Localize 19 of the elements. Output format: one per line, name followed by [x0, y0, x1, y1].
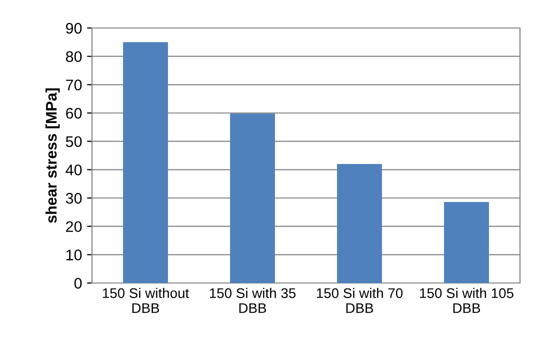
y-axis-title: shear stress [MPa]: [45, 88, 60, 223]
y-tick-label: 60: [66, 108, 82, 119]
y-tick-label: 40: [66, 164, 82, 176]
x-tick-label: 150 Si without DBB: [102, 288, 190, 313]
bar: [123, 42, 168, 283]
bar: [337, 164, 382, 283]
y-tick-label: 90: [66, 22, 82, 34]
bar: [230, 114, 275, 283]
y-tick-label: 70: [66, 80, 82, 90]
bar: [444, 202, 489, 283]
y-tick-label: 30: [66, 192, 82, 204]
x-tick-label: 150 Si with 35 DBB: [210, 288, 296, 313]
x-tick-label: 150 Si with 70 DBB: [316, 288, 403, 313]
x-tick-label: 150 Si with 105 DBB: [420, 288, 514, 313]
y-tick-label: 80: [66, 51, 82, 62]
y-tick-label: 10: [66, 250, 82, 260]
y-tick-label: 50: [66, 136, 82, 148]
y-tick-label: 20: [66, 221, 82, 232]
y-tick-label: 0: [74, 278, 82, 289]
